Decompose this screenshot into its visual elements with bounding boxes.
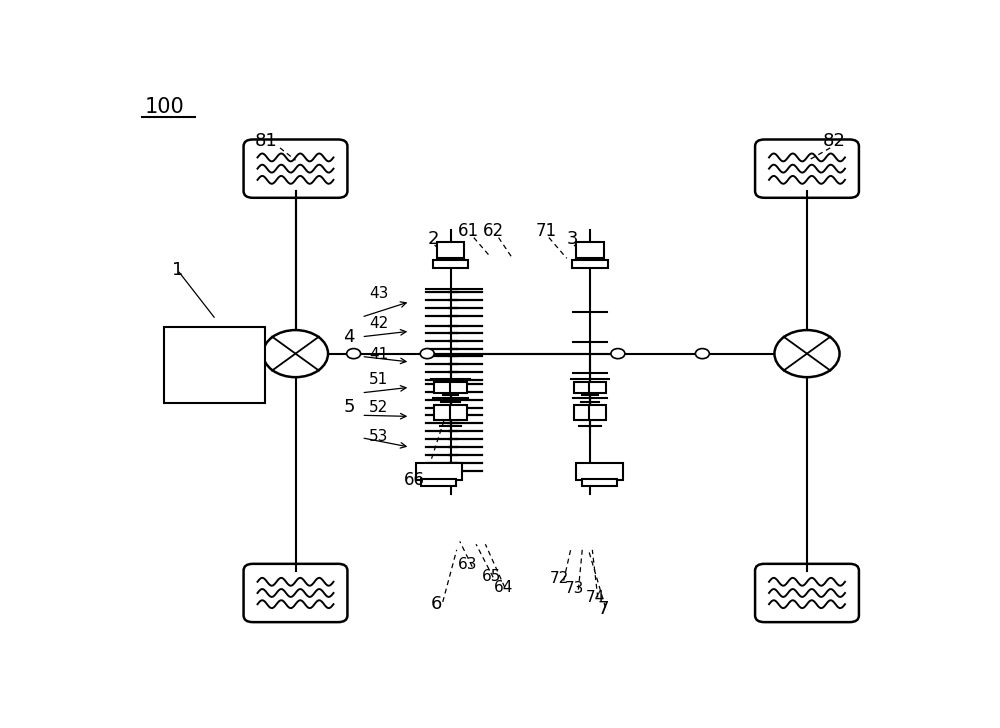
Bar xyxy=(421,478,456,486)
Text: 74: 74 xyxy=(585,590,605,605)
Text: 61: 61 xyxy=(458,222,479,240)
Circle shape xyxy=(695,349,709,359)
Bar xyxy=(416,463,462,480)
Bar xyxy=(574,381,591,393)
Bar xyxy=(433,260,468,268)
Bar xyxy=(582,478,617,486)
Text: 5: 5 xyxy=(344,398,355,416)
Bar xyxy=(589,381,606,393)
FancyBboxPatch shape xyxy=(244,563,347,622)
Text: 53: 53 xyxy=(369,429,388,443)
Text: 6: 6 xyxy=(431,595,442,613)
Circle shape xyxy=(774,330,840,377)
Bar xyxy=(450,381,467,393)
Text: 73: 73 xyxy=(565,581,585,596)
Text: 51: 51 xyxy=(369,373,388,387)
Text: 63: 63 xyxy=(458,558,478,572)
Text: 42: 42 xyxy=(369,317,388,331)
Circle shape xyxy=(420,349,434,359)
Text: 71: 71 xyxy=(536,222,557,240)
Bar xyxy=(576,463,623,480)
Text: 65: 65 xyxy=(482,569,501,584)
Text: 3: 3 xyxy=(567,230,578,248)
Text: 43: 43 xyxy=(369,285,388,301)
Bar xyxy=(576,242,604,258)
Text: 2: 2 xyxy=(427,230,439,248)
Text: 4: 4 xyxy=(344,328,355,347)
Text: 62: 62 xyxy=(483,222,504,240)
Text: 81: 81 xyxy=(255,132,278,150)
Circle shape xyxy=(611,349,625,359)
Circle shape xyxy=(347,349,361,359)
Bar xyxy=(589,405,606,420)
Bar xyxy=(574,405,591,420)
Text: 1: 1 xyxy=(172,261,183,279)
Text: 7: 7 xyxy=(598,601,609,618)
Text: 41: 41 xyxy=(369,347,388,363)
Bar xyxy=(450,405,467,420)
Text: 64: 64 xyxy=(494,580,513,595)
Text: 52: 52 xyxy=(369,400,388,416)
Bar xyxy=(572,260,608,268)
Text: 100: 100 xyxy=(144,97,184,116)
Bar xyxy=(434,405,451,420)
Circle shape xyxy=(263,330,328,377)
FancyBboxPatch shape xyxy=(755,563,859,622)
FancyBboxPatch shape xyxy=(755,140,859,198)
Text: 66: 66 xyxy=(404,471,425,489)
FancyBboxPatch shape xyxy=(244,140,347,198)
Text: 72: 72 xyxy=(550,571,569,587)
Bar xyxy=(434,381,451,393)
Bar xyxy=(164,327,264,403)
Bar xyxy=(437,242,464,258)
Text: 82: 82 xyxy=(822,132,845,150)
